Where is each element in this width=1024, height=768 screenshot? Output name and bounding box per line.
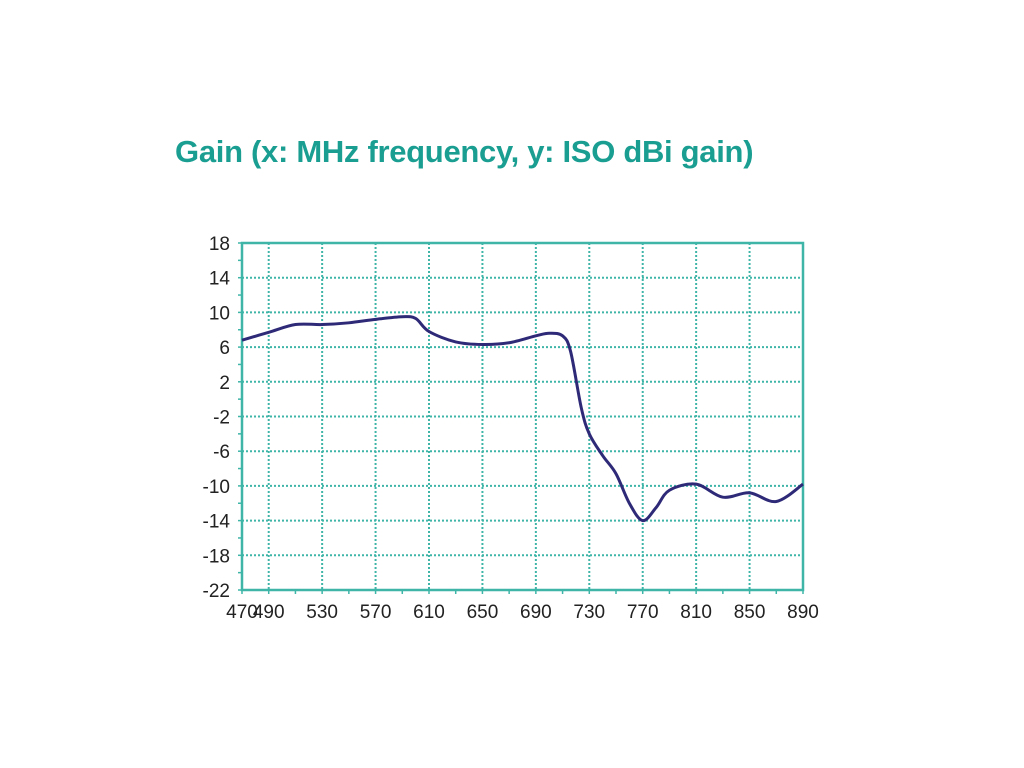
y-tick-label: -14: [203, 512, 231, 533]
y-tick-label: -10: [203, 477, 230, 498]
x-tick-label: 570: [360, 602, 392, 623]
x-tick-label: 730: [573, 602, 605, 623]
y-tick-label: -6: [213, 442, 230, 463]
y-tick-label: -18: [203, 546, 230, 567]
y-tick-label: -22: [203, 581, 230, 602]
y-tick-label: 2: [219, 373, 230, 394]
x-tick-label: 530: [306, 602, 338, 623]
gain-series-line: [241, 315, 804, 523]
x-tick-label: 650: [467, 602, 499, 623]
y-tick-label: 10: [209, 303, 230, 324]
x-tick-label: 490: [253, 602, 285, 623]
plot-frame: [240, 241, 805, 592]
chart-title: Gain (x: MHz frequency, y: ISO dBi gain): [175, 134, 754, 169]
x-tick-label: 850: [734, 602, 766, 623]
y-tick-label: 6: [219, 338, 230, 359]
x-tick-label: 810: [680, 602, 712, 623]
y-tick-label: -2: [213, 408, 230, 429]
x-tick-label: 470: [226, 602, 258, 623]
x-tick-label: 690: [520, 602, 552, 623]
x-tick-label: 890: [787, 602, 819, 623]
x-tick-label: 770: [627, 602, 659, 623]
x-tick-label: 610: [413, 602, 445, 623]
y-tick-label: 14: [209, 269, 231, 290]
y-tick-label: 18: [209, 234, 230, 255]
